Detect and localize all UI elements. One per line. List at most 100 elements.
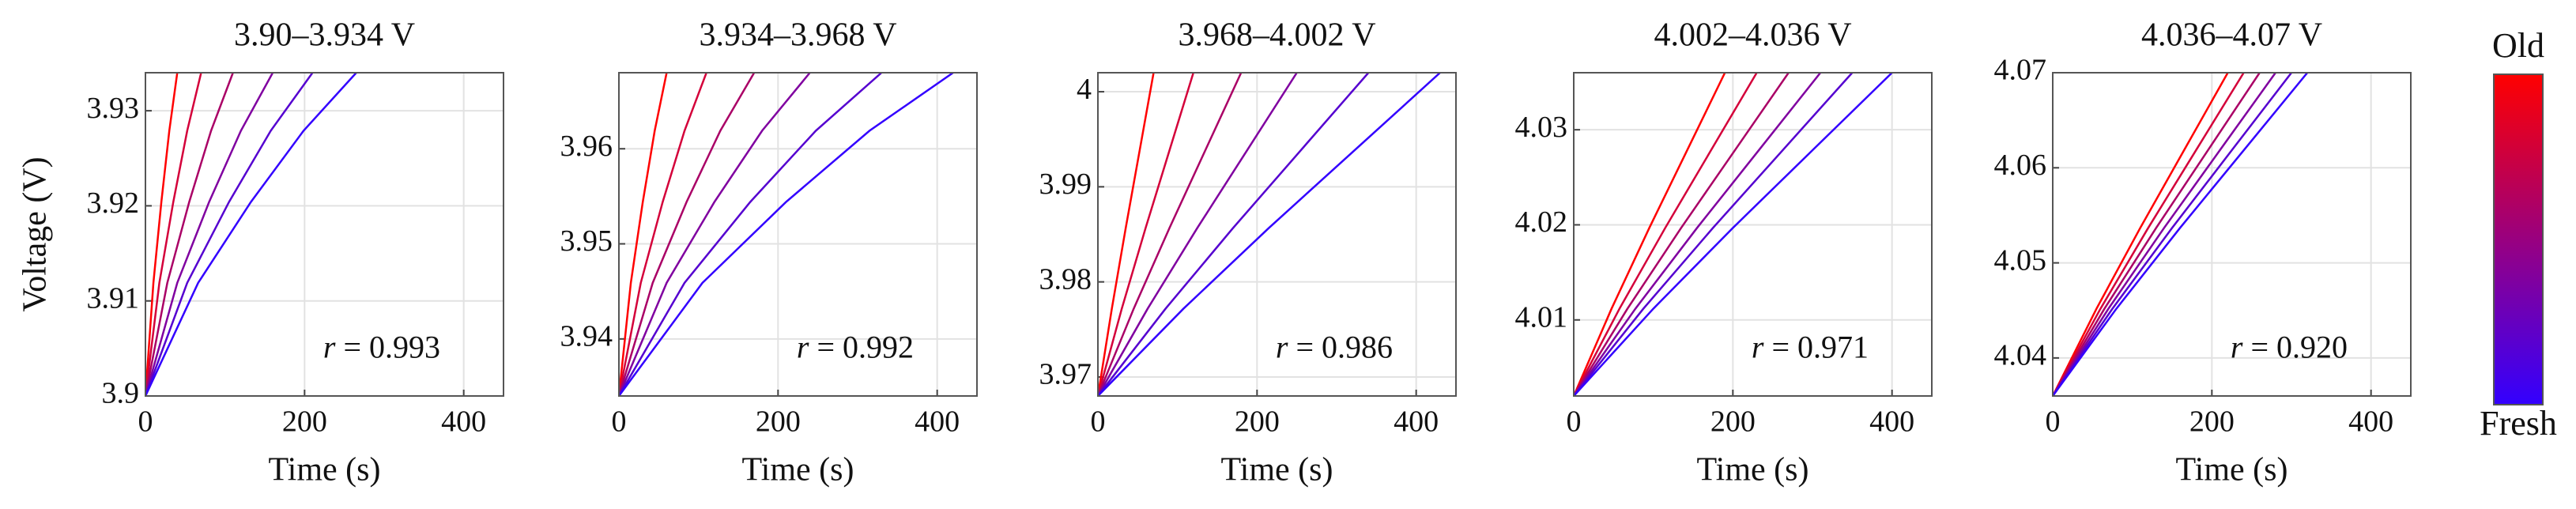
voltage-curve — [1098, 73, 1243, 396]
plot-area — [2053, 73, 2411, 396]
voltage-curve — [1574, 73, 1822, 396]
y-tick-label: 3.98 — [1039, 262, 1092, 296]
annotation-symbol: r — [2231, 330, 2243, 365]
voltage-curve — [2053, 73, 2292, 396]
voltage-curve — [619, 73, 668, 396]
x-tick-label: 400 — [441, 405, 486, 439]
y-tick-label: 3.92 — [87, 187, 140, 220]
y-tick-label: 3.9 — [102, 377, 140, 410]
voltage-curve — [1574, 73, 1854, 396]
voltage-curve — [145, 73, 274, 396]
axes-frame — [1097, 72, 1457, 397]
voltage-curve — [1098, 73, 1441, 396]
correlation-annotation: r = 0.986 — [1276, 330, 1393, 365]
colorbar — [2493, 74, 2544, 405]
plot-area — [145, 73, 504, 396]
voltage-curve — [1574, 73, 1726, 396]
x-tick-label: 0 — [2046, 405, 2061, 439]
correlation-annotation: r = 0.992 — [797, 330, 914, 365]
y-tick-label: 4.03 — [1515, 111, 1568, 144]
subplot: 0 200 400 3.94 3.95 3.96 3.934–3.968 V Time (s)… — [560, 17, 978, 488]
x-tick-label: 200 — [756, 405, 801, 439]
voltage-curve — [145, 73, 314, 396]
voltage-curve — [145, 73, 202, 396]
annotation-symbol: r — [797, 330, 809, 365]
voltage-curve — [1574, 73, 1893, 396]
voltage-curve — [619, 73, 954, 396]
y-tick-label: 3.96 — [560, 130, 613, 163]
axes-frame — [145, 72, 504, 397]
voltage-curve — [145, 73, 357, 396]
subplot-title: 3.934–3.968 V — [699, 17, 896, 54]
subplot-title: 3.968–4.002 V — [1178, 17, 1375, 54]
voltage-curve — [2053, 73, 2261, 396]
y-tick-label: 4.02 — [1515, 205, 1568, 239]
colorbar-top-label: Old — [2492, 26, 2544, 65]
annotation-value: = 0.971 — [1771, 330, 1869, 365]
x-tick-label: 0 — [1567, 405, 1582, 439]
correlation-annotation: r = 0.971 — [1752, 330, 1869, 365]
subplot: 0 200 400 4.01 4.02 4.03 4.002–4.036 V Time (s)… — [1515, 17, 1933, 488]
x-tick-label: 200 — [1710, 405, 1756, 439]
colorbar-bottom-label: Fresh — [2480, 404, 2557, 443]
x-tick-label: 200 — [1235, 405, 1280, 439]
subplot: 0 200 400 3.97 3.98 3.99 4 3.968–4.002 V Time (s… — [1039, 17, 1457, 488]
annotation-symbol: r — [1752, 330, 1764, 365]
voltage-curve — [145, 73, 179, 396]
voltage-curve — [619, 73, 756, 396]
y-tick-label: 4 — [1077, 73, 1092, 106]
correlation-annotation: r = 0.993 — [323, 330, 440, 365]
axes-frame — [618, 72, 978, 397]
y-tick-label: 4.01 — [1515, 300, 1568, 334]
axes-frame — [2052, 72, 2412, 397]
voltage-curve — [619, 73, 883, 396]
voltage-curve — [1098, 73, 1298, 396]
axes-frame — [1573, 72, 1933, 397]
annotation-value: = 0.993 — [343, 330, 440, 365]
x-axis-label: Time (s) — [1221, 452, 1333, 488]
x-tick-label: 200 — [2189, 405, 2235, 439]
voltage-curve — [2053, 73, 2245, 396]
x-axis-label: Time (s) — [742, 452, 854, 488]
x-tick-label: 0 — [612, 405, 627, 439]
voltage-curve — [1098, 73, 1194, 396]
annotation-value: = 0.986 — [1296, 330, 1393, 365]
plot-area — [619, 73, 977, 396]
y-tick-label: 3.94 — [560, 320, 613, 353]
x-axis-label: Time (s) — [2176, 452, 2288, 488]
x-axis-label: Time (s) — [269, 452, 381, 488]
x-tick-label: 400 — [915, 405, 960, 439]
annotation-symbol: r — [323, 330, 336, 365]
correlation-annotation: r = 0.920 — [2231, 330, 2348, 365]
y-tick-label: 3.95 — [560, 224, 613, 258]
annotation-value: = 0.992 — [817, 330, 914, 365]
voltage-curve — [2053, 73, 2229, 396]
voltage-curve — [1098, 73, 1370, 396]
subplot: 0 200 400 3.9 3.91 3.92 3.93 3.90–3.934 V Time (… — [17, 17, 504, 488]
subplot-title: 4.002–4.036 V — [1654, 17, 1851, 54]
voltage-curve — [1574, 73, 1790, 396]
y-axis-label: Voltage (V) — [17, 156, 54, 311]
voltage-curve — [1574, 73, 1758, 396]
subplot-title: 4.036–4.07 V — [2141, 17, 2322, 54]
voltage-curve — [1098, 73, 1155, 396]
x-tick-label: 200 — [282, 405, 327, 439]
plot-area — [1574, 73, 1932, 396]
x-tick-label: 0 — [1091, 405, 1106, 439]
y-tick-label: 3.91 — [87, 281, 140, 315]
annotation-symbol: r — [1276, 330, 1288, 365]
y-tick-label: 4.07 — [1994, 54, 2047, 87]
voltage-curve — [145, 73, 234, 396]
annotation-value: = 0.920 — [2250, 330, 2348, 365]
voltage-curve — [2053, 73, 2309, 396]
plot-area — [1098, 73, 1456, 396]
y-tick-label: 4.04 — [1994, 339, 2047, 372]
y-tick-label: 3.99 — [1039, 168, 1092, 201]
y-tick-label: 3.97 — [1039, 358, 1092, 391]
y-tick-label: 3.93 — [87, 92, 140, 125]
x-tick-label: 400 — [2348, 405, 2393, 439]
y-tick-label: 4.06 — [1994, 149, 2047, 182]
x-tick-label: 0 — [138, 405, 153, 439]
